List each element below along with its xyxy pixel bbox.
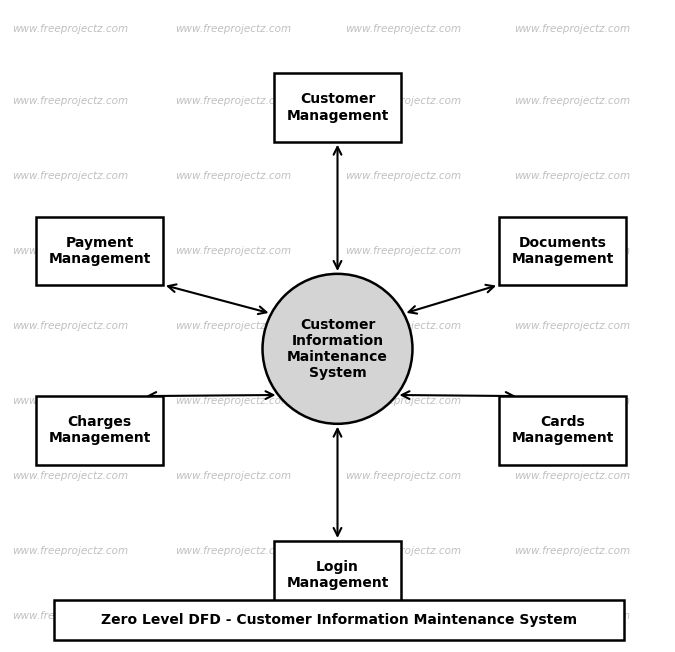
- Text: www.freeprojectz.com: www.freeprojectz.com: [514, 546, 630, 556]
- Text: www.freeprojectz.com: www.freeprojectz.com: [345, 171, 461, 181]
- Text: www.freeprojectz.com: www.freeprojectz.com: [345, 546, 461, 556]
- Text: www.freeprojectz.com: www.freeprojectz.com: [12, 546, 128, 556]
- Text: Customer
Management: Customer Management: [286, 93, 389, 123]
- Text: www.freeprojectz.com: www.freeprojectz.com: [345, 321, 461, 331]
- FancyBboxPatch shape: [54, 600, 624, 640]
- Text: www.freeprojectz.com: www.freeprojectz.com: [175, 246, 291, 256]
- Text: www.freeprojectz.com: www.freeprojectz.com: [345, 396, 461, 406]
- FancyBboxPatch shape: [499, 396, 626, 464]
- Text: www.freeprojectz.com: www.freeprojectz.com: [12, 24, 128, 35]
- Text: www.freeprojectz.com: www.freeprojectz.com: [345, 246, 461, 256]
- Text: www.freeprojectz.com: www.freeprojectz.com: [12, 396, 128, 406]
- FancyBboxPatch shape: [274, 541, 401, 609]
- Text: www.freeprojectz.com: www.freeprojectz.com: [514, 171, 630, 181]
- Text: Login
Management: Login Management: [286, 560, 389, 590]
- Text: Cards
Management: Cards Management: [511, 415, 614, 445]
- Text: www.freeprojectz.com: www.freeprojectz.com: [175, 546, 291, 556]
- Text: www.freeprojectz.com: www.freeprojectz.com: [12, 96, 128, 106]
- Text: Customer
Information
Maintenance
System: Customer Information Maintenance System: [287, 318, 388, 380]
- FancyBboxPatch shape: [36, 216, 163, 286]
- Text: www.freeprojectz.com: www.freeprojectz.com: [345, 24, 461, 35]
- Circle shape: [263, 274, 412, 424]
- Text: www.freeprojectz.com: www.freeprojectz.com: [175, 611, 291, 621]
- Text: www.freeprojectz.com: www.freeprojectz.com: [175, 321, 291, 331]
- Text: www.freeprojectz.com: www.freeprojectz.com: [514, 24, 630, 35]
- Text: Charges
Management: Charges Management: [49, 415, 151, 445]
- Text: www.freeprojectz.com: www.freeprojectz.com: [514, 611, 630, 621]
- Text: www.freeprojectz.com: www.freeprojectz.com: [175, 396, 291, 406]
- Text: www.freeprojectz.com: www.freeprojectz.com: [345, 471, 461, 481]
- Text: Documents
Management: Documents Management: [511, 236, 614, 266]
- Text: www.freeprojectz.com: www.freeprojectz.com: [514, 321, 630, 331]
- Text: www.freeprojectz.com: www.freeprojectz.com: [514, 246, 630, 256]
- Text: www.freeprojectz.com: www.freeprojectz.com: [12, 611, 128, 621]
- FancyBboxPatch shape: [36, 396, 163, 464]
- Text: www.freeprojectz.com: www.freeprojectz.com: [12, 171, 128, 181]
- Text: www.freeprojectz.com: www.freeprojectz.com: [175, 471, 291, 481]
- Text: www.freeprojectz.com: www.freeprojectz.com: [514, 471, 630, 481]
- FancyBboxPatch shape: [274, 74, 401, 142]
- Text: www.freeprojectz.com: www.freeprojectz.com: [175, 24, 291, 35]
- Text: Payment
Management: Payment Management: [49, 236, 151, 266]
- Text: www.freeprojectz.com: www.freeprojectz.com: [12, 321, 128, 331]
- Text: www.freeprojectz.com: www.freeprojectz.com: [345, 611, 461, 621]
- Text: www.freeprojectz.com: www.freeprojectz.com: [345, 96, 461, 106]
- FancyBboxPatch shape: [499, 216, 626, 286]
- Text: www.freeprojectz.com: www.freeprojectz.com: [175, 171, 291, 181]
- Text: Zero Level DFD - Customer Information Maintenance System: Zero Level DFD - Customer Information Ma…: [101, 613, 577, 627]
- Text: www.freeprojectz.com: www.freeprojectz.com: [514, 396, 630, 406]
- Text: www.freeprojectz.com: www.freeprojectz.com: [175, 96, 291, 106]
- Text: www.freeprojectz.com: www.freeprojectz.com: [12, 471, 128, 481]
- Text: www.freeprojectz.com: www.freeprojectz.com: [12, 246, 128, 256]
- Text: www.freeprojectz.com: www.freeprojectz.com: [514, 96, 630, 106]
